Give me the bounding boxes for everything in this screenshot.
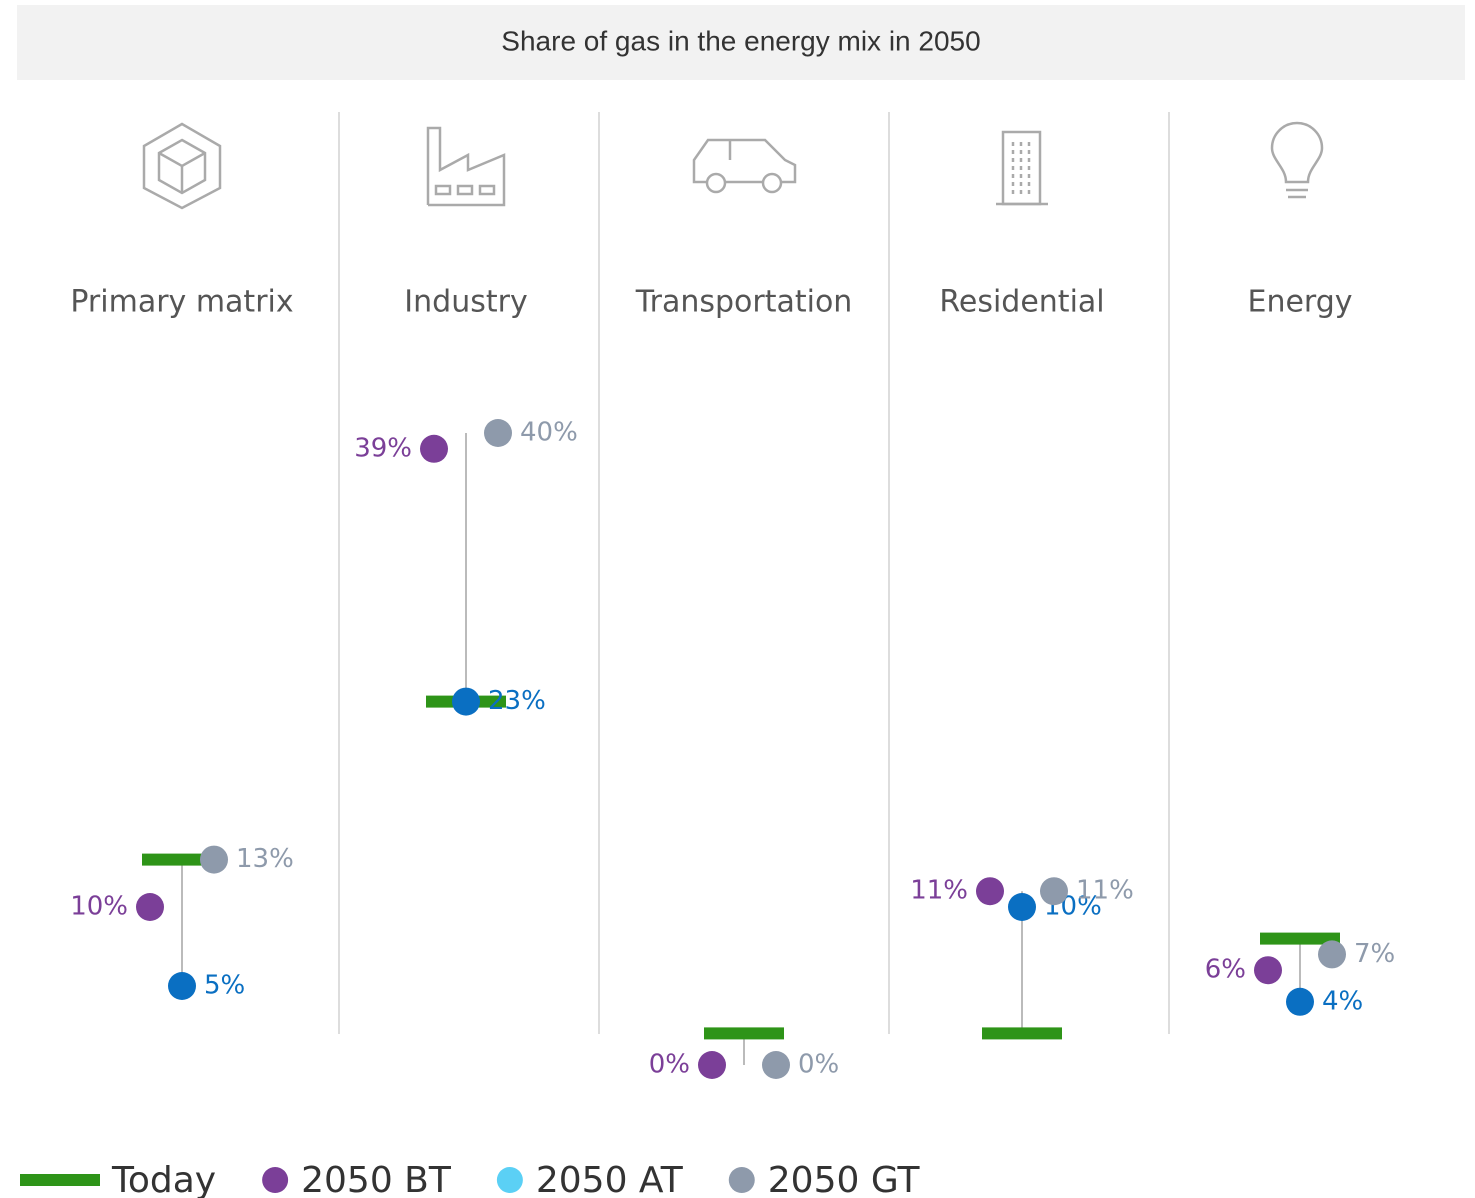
value-label: 0% bbox=[649, 1050, 690, 1080]
dot bbox=[420, 434, 448, 463]
category-label: Residential bbox=[939, 285, 1104, 320]
dot bbox=[136, 893, 164, 921]
dot bbox=[698, 1051, 726, 1079]
value-label: 23% bbox=[488, 686, 546, 716]
category-label: Energy bbox=[1247, 285, 1352, 320]
today-bar bbox=[1260, 932, 1340, 945]
value-label: 0% bbox=[798, 1050, 839, 1080]
value-label: 5% bbox=[204, 971, 245, 1001]
value-label: 10% bbox=[70, 892, 128, 922]
value-label: 6% bbox=[1205, 955, 1246, 985]
legend-swatch bbox=[728, 1167, 755, 1193]
dot bbox=[1040, 877, 1068, 906]
today-bar bbox=[982, 1027, 1062, 1040]
value-label: 40% bbox=[520, 418, 578, 448]
dot bbox=[200, 845, 228, 874]
legend-swatch bbox=[496, 1167, 523, 1193]
legend-swatch bbox=[262, 1167, 289, 1193]
title-band bbox=[17, 5, 1465, 80]
dot bbox=[452, 687, 480, 716]
dividers bbox=[338, 112, 1170, 1034]
value-label: 13% bbox=[236, 844, 294, 874]
dot bbox=[1286, 987, 1314, 1016]
dot bbox=[1254, 956, 1282, 985]
chart-title: Share of gas in the energy mix in 2050 bbox=[501, 25, 980, 56]
value-label: 7% bbox=[1354, 939, 1395, 969]
dot bbox=[1008, 893, 1036, 921]
icons bbox=[142, 121, 1324, 210]
legend-label: Today bbox=[111, 1160, 216, 1198]
legend-label: 2050 BT bbox=[301, 1160, 452, 1198]
category-label: Primary matrix bbox=[70, 285, 293, 320]
legend-swatch bbox=[20, 1174, 100, 1186]
legend-label: 2050 GT bbox=[768, 1160, 921, 1198]
today-bar bbox=[704, 1027, 784, 1040]
dot bbox=[762, 1051, 790, 1079]
value-label: 39% bbox=[354, 433, 412, 463]
dot bbox=[484, 419, 512, 447]
dot bbox=[168, 972, 196, 1000]
dot bbox=[976, 877, 1004, 906]
value-label: 11% bbox=[910, 876, 968, 906]
category-label: Transportation bbox=[635, 285, 853, 320]
category-label: Industry bbox=[404, 285, 527, 320]
dot bbox=[1318, 940, 1346, 969]
legend-label: 2050 AT bbox=[536, 1160, 684, 1198]
value-label: 11% bbox=[1076, 876, 1134, 906]
value-label: 4% bbox=[1322, 986, 1363, 1016]
